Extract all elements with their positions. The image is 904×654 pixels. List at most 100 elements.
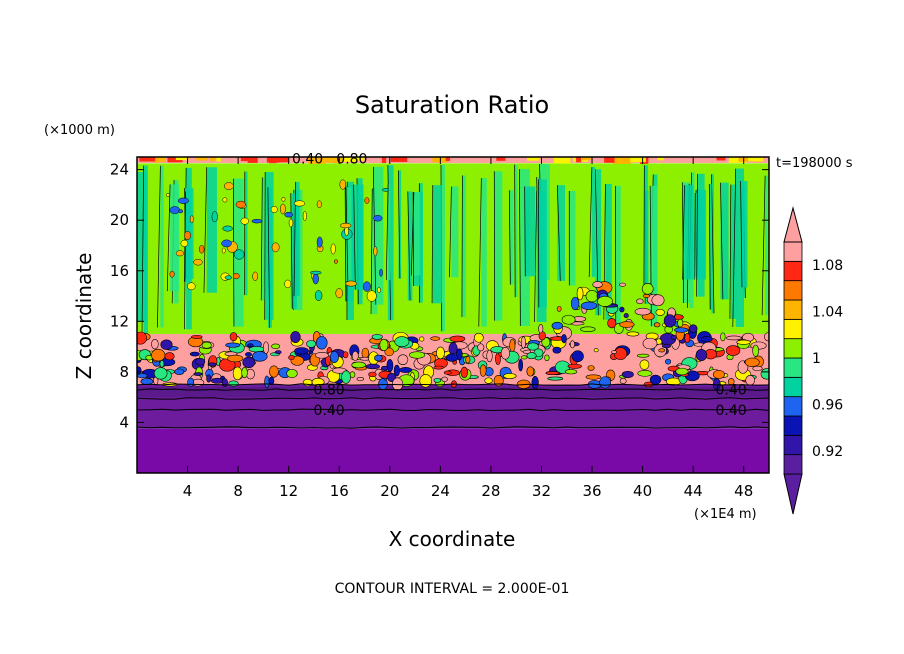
field-blob bbox=[651, 294, 665, 307]
field-blob bbox=[445, 353, 459, 362]
field-streak bbox=[432, 185, 443, 304]
field-blob bbox=[312, 273, 319, 285]
field-streak bbox=[295, 181, 300, 297]
field-blob bbox=[333, 259, 338, 264]
field-blob bbox=[460, 366, 468, 378]
field-blob bbox=[619, 321, 635, 328]
field-blob bbox=[520, 355, 528, 360]
field-streak bbox=[605, 183, 612, 320]
contour-line bbox=[557, 185, 561, 281]
contour-line bbox=[203, 167, 208, 293]
colorbar-swatch bbox=[783, 260, 803, 282]
field-streak bbox=[160, 165, 164, 328]
field-streak bbox=[494, 171, 503, 321]
plot-area: 0.40 0.40 0.80 0.40 0.40 0.80 bbox=[136, 151, 770, 474]
field-streak bbox=[170, 184, 180, 292]
field-blob bbox=[433, 377, 442, 383]
field-blob bbox=[193, 258, 203, 266]
field-blob bbox=[232, 273, 240, 280]
contour-line bbox=[761, 175, 766, 316]
field-blob bbox=[581, 157, 591, 161]
field-blob bbox=[531, 376, 539, 390]
field-blob bbox=[520, 336, 526, 349]
field-blob bbox=[545, 371, 560, 375]
field-blob bbox=[294, 347, 309, 355]
contour-line bbox=[534, 190, 538, 322]
field-blob bbox=[695, 349, 708, 362]
field-blob bbox=[580, 326, 596, 332]
field-blob bbox=[587, 365, 595, 371]
y-axis-ticks: 4 8 12 16 20 24 bbox=[110, 161, 769, 431]
field-streak bbox=[735, 168, 745, 327]
field-blob bbox=[725, 345, 741, 356]
field-blob bbox=[268, 376, 275, 386]
y-tick-label: 12 bbox=[110, 312, 129, 330]
contour-line bbox=[732, 168, 737, 327]
contour-line bbox=[431, 185, 434, 304]
field-blob bbox=[613, 347, 628, 361]
field-blob bbox=[276, 157, 290, 163]
field-blob bbox=[382, 188, 390, 192]
field-blob bbox=[526, 366, 535, 377]
field-blob bbox=[310, 270, 322, 275]
colorbar-tick-label: 1.08 bbox=[812, 258, 843, 274]
field-blob bbox=[538, 324, 544, 334]
field-blob bbox=[655, 308, 665, 316]
field-blob bbox=[580, 301, 598, 310]
x-tick-label: 20 bbox=[380, 482, 399, 500]
colorbar: 0.92 0.96 1 1.04 1.08 bbox=[783, 206, 843, 515]
field-blob bbox=[619, 282, 626, 287]
colorbar-swatch bbox=[783, 454, 803, 475]
field-streak bbox=[709, 184, 712, 310]
field-blob bbox=[169, 270, 175, 278]
y-tick-label: 16 bbox=[110, 262, 129, 280]
field-blob bbox=[333, 157, 343, 164]
field-blob bbox=[240, 157, 251, 162]
field-blob bbox=[154, 157, 159, 163]
field-blob bbox=[552, 346, 562, 354]
field-blob bbox=[570, 296, 580, 311]
field-blob bbox=[221, 239, 232, 248]
field-blob bbox=[496, 157, 506, 161]
contour-line bbox=[137, 388, 769, 391]
field-blob bbox=[221, 378, 228, 387]
field-blob bbox=[570, 340, 575, 349]
field-blob bbox=[399, 367, 413, 373]
field-blob bbox=[379, 338, 389, 352]
field-blob bbox=[286, 368, 298, 378]
field-blob bbox=[636, 353, 650, 358]
colorbar-swatch bbox=[783, 318, 803, 340]
contour-line bbox=[137, 397, 769, 400]
field-blob bbox=[222, 225, 233, 232]
field-blob bbox=[252, 271, 258, 281]
field-blob bbox=[626, 331, 640, 337]
field-blob bbox=[526, 352, 537, 360]
contour-line bbox=[372, 166, 377, 305]
contour-label: 0.40 bbox=[715, 403, 746, 419]
field-streak bbox=[373, 166, 384, 305]
field-blob bbox=[153, 367, 168, 380]
field-blob bbox=[240, 217, 249, 225]
field-blob bbox=[642, 294, 650, 298]
x-tick-label: 24 bbox=[431, 482, 450, 500]
x-tick-label: 40 bbox=[633, 482, 652, 500]
field-blob bbox=[251, 218, 263, 224]
field-blob bbox=[637, 370, 653, 377]
field-blob bbox=[760, 368, 769, 380]
field-streak bbox=[765, 175, 768, 316]
field-blob bbox=[269, 365, 279, 378]
field-streak bbox=[413, 192, 421, 276]
field-blob bbox=[232, 366, 243, 381]
field-blob bbox=[247, 157, 258, 163]
field-blob bbox=[561, 334, 567, 344]
field-blob bbox=[394, 336, 410, 348]
contour-label: 0.40 bbox=[314, 403, 345, 419]
field-blob bbox=[151, 348, 166, 362]
contour-line bbox=[407, 191, 411, 301]
field-blob bbox=[509, 338, 516, 353]
field-blob bbox=[284, 211, 294, 218]
field-blob bbox=[597, 295, 613, 307]
field-blob bbox=[384, 347, 394, 357]
field-streak bbox=[137, 171, 148, 322]
